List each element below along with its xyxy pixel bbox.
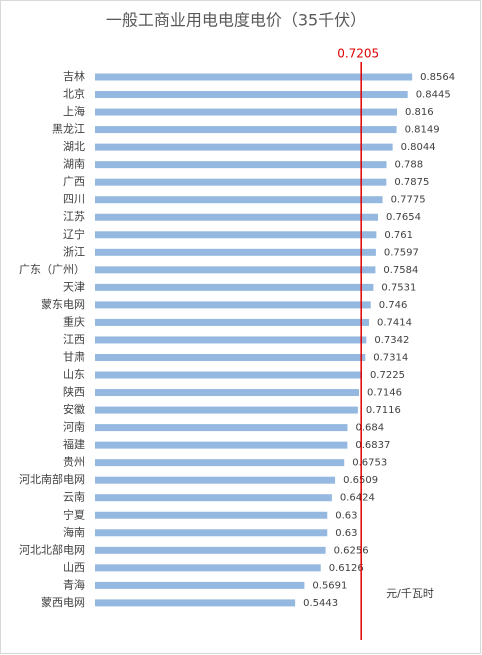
- value-label: 0.816: [405, 107, 434, 118]
- value-label: 0.746: [379, 300, 408, 311]
- value-label: 0.7597: [384, 247, 419, 258]
- value-label: 0.5691: [312, 580, 347, 591]
- reference-label: 0.7205: [337, 47, 379, 61]
- value-label: 0.5443: [303, 598, 338, 609]
- bar: [95, 441, 348, 449]
- bar: [95, 301, 371, 309]
- value-label: 0.761: [384, 230, 413, 241]
- bar: [95, 494, 332, 502]
- bar: [95, 108, 397, 116]
- category-label: 河北南部电网: [19, 472, 85, 486]
- bar: [95, 389, 359, 397]
- value-label: 0.6256: [334, 545, 369, 556]
- bar: [95, 529, 328, 537]
- bar: [95, 371, 362, 379]
- bar: [95, 283, 374, 291]
- bar: [95, 459, 345, 467]
- category-label: 陕西: [63, 385, 85, 399]
- value-label: 0.7414: [377, 317, 412, 328]
- category-label: 河北北部电网: [19, 542, 85, 556]
- category-label: 山东: [63, 368, 85, 381]
- value-label: 0.8564: [420, 72, 455, 83]
- value-label: 0.63: [335, 510, 357, 521]
- bar: [95, 266, 376, 274]
- bar: [95, 406, 358, 414]
- value-label: 0.6837: [355, 440, 390, 451]
- value-label: 0.7875: [394, 177, 429, 188]
- value-label: 0.63: [335, 528, 357, 539]
- category-label: 黑龙江: [52, 123, 85, 136]
- value-label: 0.7225: [370, 370, 405, 381]
- bar: [95, 599, 296, 607]
- bar: [95, 196, 383, 204]
- category-label: 青海: [63, 577, 85, 591]
- category-label: 上海: [63, 104, 85, 118]
- bar: [95, 126, 397, 134]
- bar: [95, 91, 408, 99]
- category-label: 北京: [63, 87, 85, 101]
- bar: [95, 143, 393, 151]
- bar: [95, 546, 326, 554]
- unit-label: 元/千瓦时: [386, 587, 434, 600]
- value-label: 0.7584: [383, 265, 418, 276]
- bar: [95, 336, 367, 344]
- bar: [95, 476, 336, 484]
- value-label: 0.7116: [366, 405, 401, 416]
- category-label: 河南: [63, 421, 85, 434]
- bar: [95, 73, 413, 81]
- category-label: 海南: [63, 525, 85, 539]
- category-label: 湖南: [63, 158, 85, 171]
- category-label: 广东（广州）: [19, 263, 85, 276]
- value-label: 0.6126: [329, 563, 364, 574]
- bar: [95, 318, 370, 326]
- category-label: 天津: [63, 280, 85, 293]
- category-label: 安徽: [63, 402, 85, 416]
- bar: [95, 213, 379, 221]
- bar: [95, 161, 387, 169]
- category-label: 云南: [63, 491, 85, 504]
- category-label: 宁夏: [63, 507, 85, 521]
- category-label: 广西: [63, 175, 85, 188]
- bar: [95, 511, 328, 519]
- category-label: 辽宁: [63, 227, 85, 241]
- value-label: 0.7775: [391, 195, 426, 206]
- value-label: 0.6753: [352, 458, 387, 469]
- value-label: 0.684: [356, 423, 385, 434]
- category-label: 福建: [63, 437, 85, 451]
- category-label: 蒙东电网: [41, 298, 85, 311]
- category-label: 浙江: [63, 245, 85, 258]
- value-label: 0.8445: [416, 90, 451, 101]
- value-label: 0.7654: [386, 212, 421, 223]
- value-label: 0.788: [395, 160, 424, 171]
- bar: [95, 231, 377, 239]
- value-label: 0.6424: [340, 493, 375, 504]
- category-label: 重庆: [63, 314, 85, 328]
- value-label: 0.8149: [405, 125, 440, 136]
- category-label: 四川: [63, 193, 85, 206]
- chart-title: 一般工商业用电电度电价（35千伏）: [106, 11, 366, 30]
- value-label: 0.7314: [373, 352, 408, 363]
- category-label: 吉林: [63, 69, 85, 83]
- category-label: 湖北: [63, 140, 85, 153]
- bar: [95, 248, 376, 256]
- value-label: 0.7146: [367, 388, 402, 399]
- value-label: 0.7342: [374, 335, 409, 346]
- category-label: 贵州: [63, 456, 85, 469]
- category-label: 蒙西电网: [41, 596, 85, 609]
- category-label: 甘肃: [63, 350, 85, 363]
- category-label: 江苏: [63, 210, 85, 223]
- value-label: 0.8044: [401, 142, 436, 153]
- bar: [95, 581, 305, 589]
- category-label: 江西: [63, 333, 85, 346]
- category-label: 山西: [63, 561, 85, 574]
- value-label: 0.7531: [381, 282, 416, 293]
- bar: [95, 178, 387, 186]
- bar: [95, 353, 366, 361]
- bar: [95, 424, 348, 432]
- bar: [95, 564, 321, 572]
